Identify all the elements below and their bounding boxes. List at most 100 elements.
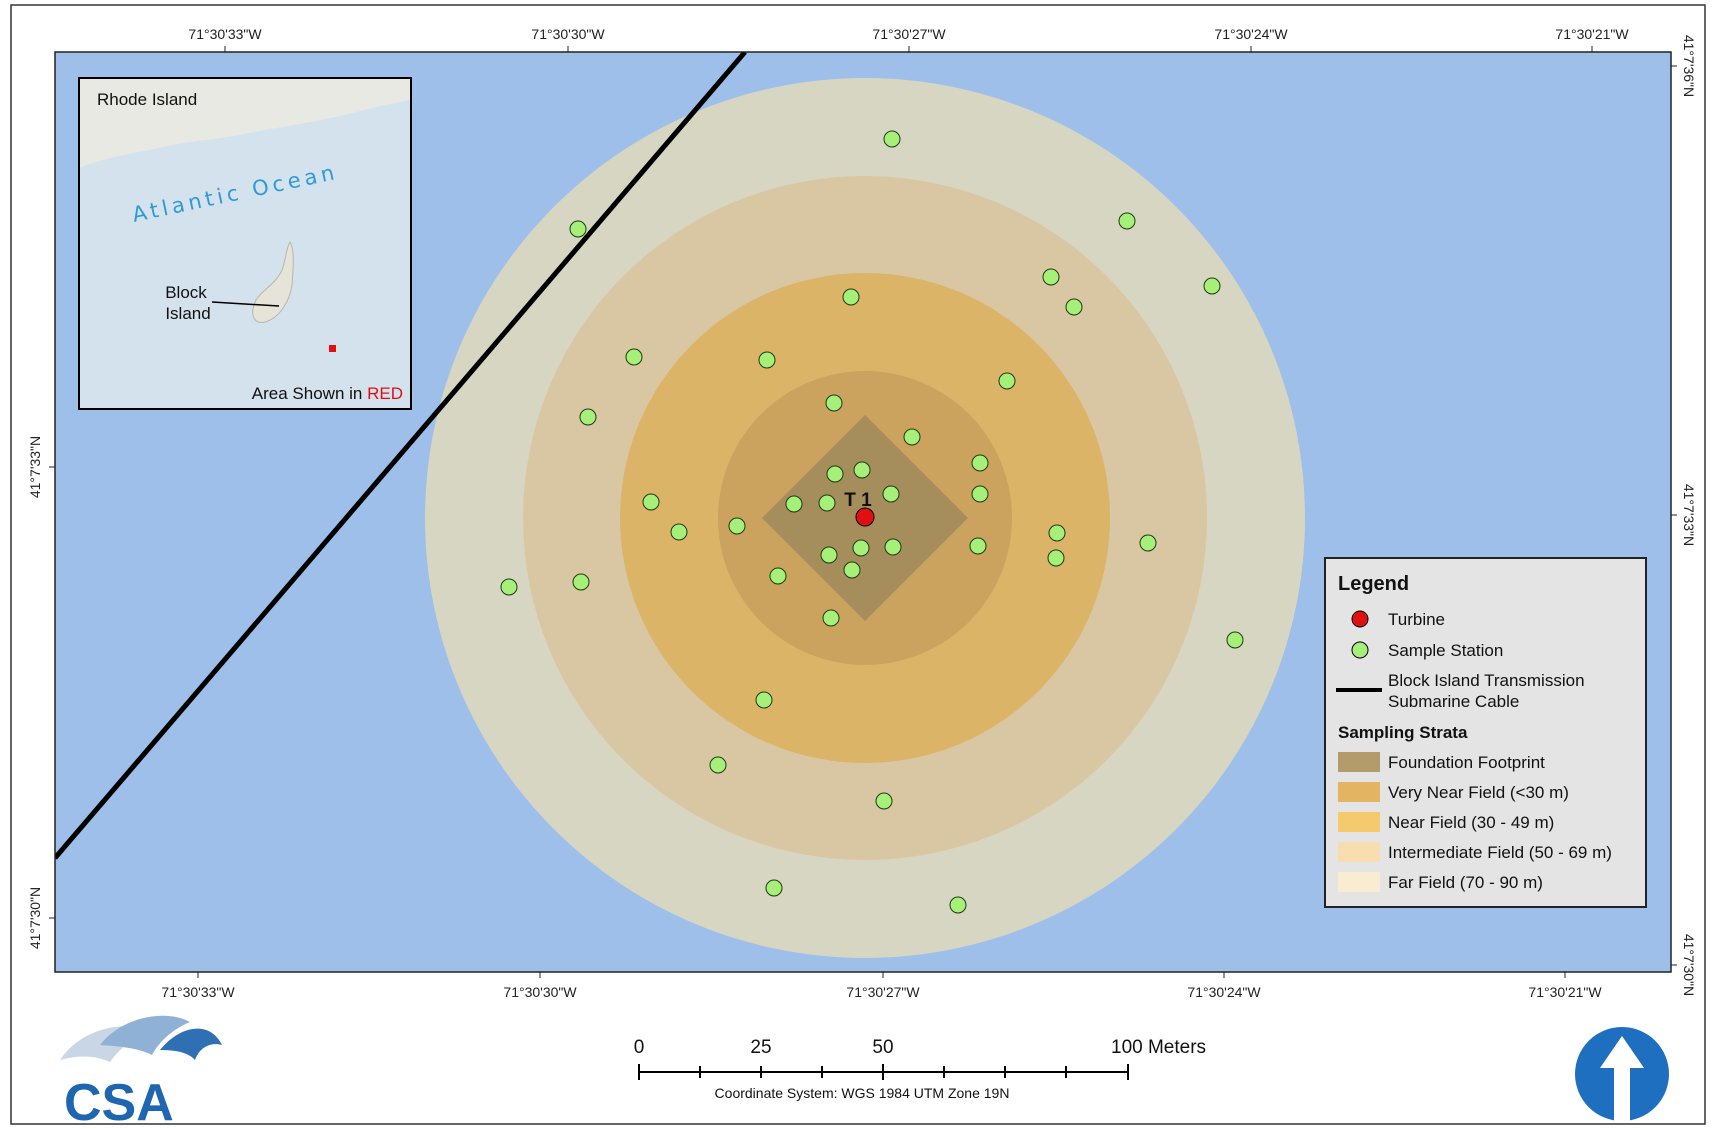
sample-station-marker — [843, 561, 861, 579]
inset-border — [78, 77, 412, 410]
coordinate-system-text: Coordinate System: WGS 1984 UTM Zone 19N — [715, 1085, 1010, 1101]
scale-ticks — [638, 1064, 1129, 1080]
bottom-lon-label: 71°30'21"W — [1528, 984, 1602, 1000]
sample-station-marker — [998, 372, 1016, 390]
inset-island-label-line1: Block — [165, 283, 207, 302]
sample-station-marker — [709, 756, 727, 774]
logo-dolphin-mid — [100, 1015, 190, 1055]
right-ticks — [1671, 65, 1677, 966]
sample-station-marker — [572, 573, 590, 591]
scale-label-25: 25 — [750, 1037, 771, 1058]
sample-station-marker — [579, 408, 597, 426]
top-longitude-labels: 71°30'33"W 71°30'30"W 71°30'27"W 71°30'2… — [188, 26, 1629, 42]
inset-mainland — [79, 78, 411, 168]
submarine-cable-line — [55, 52, 747, 860]
sample-station-marker — [755, 691, 773, 709]
legend-strata-label: Near Field (30 - 49 m) — [1388, 813, 1554, 832]
inset-title: Rhode Island — [97, 90, 197, 109]
top-lon-label: 71°30'21"W — [1555, 26, 1629, 42]
scale-bar: 0 25 50 100 Meters Coordinate System: WG… — [634, 1037, 1206, 1101]
sample-station-marker — [625, 348, 643, 366]
left-latitude-labels: 41°7'33"N 41°7'30"N — [27, 436, 43, 949]
sample-station-marker — [825, 394, 843, 412]
top-lon-label: 71°30'33"W — [188, 26, 262, 42]
legend-title: Legend — [1338, 573, 1409, 595]
sample-station-marker — [728, 517, 746, 535]
sample-station-marker — [765, 879, 783, 897]
legend-item-cable-line1: Block Island Transmission — [1388, 671, 1585, 690]
sample-station-marker — [1203, 277, 1221, 295]
sample-stations — [500, 130, 1244, 914]
bottom-lon-label: 71°30'27"W — [846, 984, 920, 1000]
map-border — [54, 51, 1672, 973]
legend-item-turbine: Turbine — [1388, 610, 1445, 629]
sample-station-marker — [569, 220, 587, 238]
sample-station-marker — [758, 351, 776, 369]
right-lat-label: 41°7'33"N — [1681, 484, 1697, 546]
legend-strata-list: Foundation Footprint Very Near Field (<30… — [1338, 752, 1612, 892]
inset-leader-line — [211, 301, 280, 307]
top-lon-label: 71°30'27"W — [872, 26, 946, 42]
sample-station-marker — [842, 288, 860, 306]
scale-label-50: 50 — [872, 1037, 893, 1058]
top-ticks — [224, 46, 1593, 52]
legend-item-cable-line2: Submarine Cable — [1388, 692, 1519, 711]
sample-station-marker — [971, 485, 989, 503]
legend-strata-swatch — [1338, 782, 1380, 802]
scale-label-100: 100 Meters — [1111, 1037, 1206, 1058]
legend-strata-label: Far Field (70 - 90 m) — [1388, 873, 1543, 892]
csa-logo: CSA — [60, 1015, 222, 1129]
sample-station-marker — [971, 454, 989, 472]
sample-station-marker — [785, 495, 803, 513]
turbine-red-dot-icon — [1351, 610, 1369, 628]
scale-label-0: 0 — [634, 1037, 645, 1058]
top-lon-label: 71°30'30"W — [531, 26, 605, 42]
sample-station-marker — [883, 130, 901, 148]
north-arrow-shape — [1600, 1036, 1644, 1121]
right-lat-label: 41°7'36"N — [1681, 35, 1697, 97]
sample-station-marker — [1042, 268, 1060, 286]
north-arrow-icon — [1575, 1027, 1669, 1121]
bottom-ticks — [197, 972, 1566, 978]
legend-strata-label: Intermediate Field (50 - 69 m) — [1388, 843, 1612, 862]
legend-strata-swatch — [1338, 752, 1380, 772]
sample-station-marker — [818, 494, 836, 512]
legend-strata-swatch — [1338, 842, 1380, 862]
inset-block-island — [252, 241, 294, 323]
sample-station-marker — [500, 578, 518, 596]
logo-text: CSA — [64, 1074, 174, 1129]
sample-station-marker — [1047, 549, 1065, 567]
sample-station-marker — [1048, 524, 1066, 542]
sample-station-marker — [769, 567, 787, 585]
inset-caption-highlight: RED — [367, 384, 403, 403]
inset-island-label-line2: Island — [165, 304, 210, 323]
sample-station-marker — [1139, 534, 1157, 552]
sample-station-marker — [822, 609, 840, 627]
inset-area-marker — [329, 345, 336, 352]
left-ticks — [49, 466, 55, 919]
bottom-lon-label: 71°30'30"W — [503, 984, 577, 1000]
legend-strata-swatch — [1338, 812, 1380, 832]
sample-station-marker — [1118, 212, 1136, 230]
inset-caption: Area Shown in RED — [252, 384, 403, 403]
bottom-lon-label: 71°30'24"W — [1187, 984, 1261, 1000]
bottom-longitude-labels: 71°30'33"W 71°30'30"W 71°30'27"W 71°30'2… — [161, 984, 1602, 1000]
legend-strata-label: Very Near Field (<30 m) — [1388, 783, 1569, 802]
logo-dolphin-dark — [160, 1028, 222, 1060]
legend-item-sample-station: Sample Station — [1388, 641, 1503, 660]
sample-station-marker — [1226, 631, 1244, 649]
inset-caption-prefix: Area Shown in — [252, 384, 367, 403]
turbine-label: T 1 — [844, 490, 872, 511]
legend-strata-swatch — [1338, 872, 1380, 892]
sample-station-marker — [826, 465, 844, 483]
sample-station-marker — [875, 792, 893, 810]
bottom-lon-label: 71°30'33"W — [161, 984, 235, 1000]
left-lat-label: 41°7'30"N — [27, 887, 43, 949]
sample-station-marker — [820, 546, 838, 564]
sample-station-marker — [884, 538, 902, 556]
inset-map: Rhode Island Atlantic Ocean Block Island… — [78, 77, 412, 410]
sample-station-marker — [882, 485, 900, 503]
sample-station-marker — [642, 493, 660, 511]
left-lat-label: 41°7'33"N — [27, 436, 43, 498]
